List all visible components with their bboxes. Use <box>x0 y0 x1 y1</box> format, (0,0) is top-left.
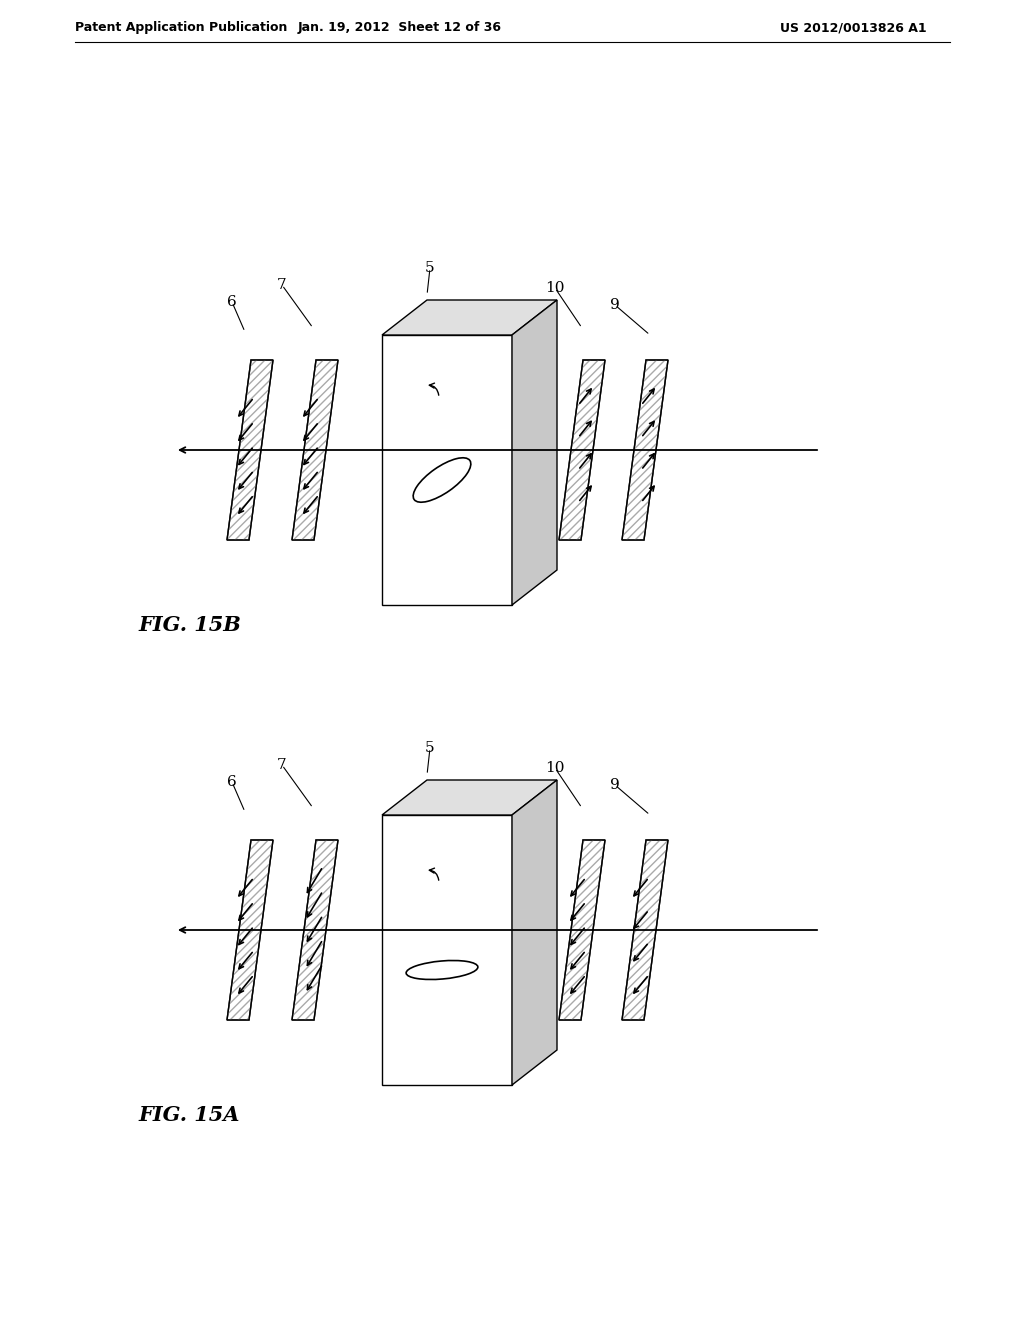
Text: Patent Application Publication: Patent Application Publication <box>75 21 288 34</box>
Polygon shape <box>292 360 338 540</box>
Text: 9: 9 <box>610 298 620 312</box>
Text: FIG. 15A: FIG. 15A <box>138 1105 240 1125</box>
Text: 7: 7 <box>278 758 287 772</box>
Polygon shape <box>512 780 557 1085</box>
Polygon shape <box>622 360 668 540</box>
Text: Jan. 19, 2012  Sheet 12 of 36: Jan. 19, 2012 Sheet 12 of 36 <box>298 21 502 34</box>
Polygon shape <box>559 840 605 1020</box>
Polygon shape <box>227 840 273 1020</box>
Text: 10: 10 <box>545 281 565 294</box>
Polygon shape <box>382 300 557 335</box>
Polygon shape <box>292 840 338 1020</box>
Polygon shape <box>622 840 668 1020</box>
Text: 10: 10 <box>545 762 565 775</box>
Text: FIG. 15B: FIG. 15B <box>138 615 241 635</box>
Polygon shape <box>559 360 605 540</box>
Text: US 2012/0013826 A1: US 2012/0013826 A1 <box>780 21 927 34</box>
Polygon shape <box>512 300 557 605</box>
Text: 6: 6 <box>227 294 237 309</box>
Polygon shape <box>227 360 273 540</box>
Text: 7: 7 <box>278 279 287 292</box>
Polygon shape <box>382 814 512 1085</box>
Polygon shape <box>382 335 512 605</box>
Text: 6: 6 <box>227 775 237 789</box>
Text: 9: 9 <box>610 777 620 792</box>
Polygon shape <box>382 780 557 814</box>
Text: 5: 5 <box>425 741 435 755</box>
Text: 5: 5 <box>425 261 435 275</box>
